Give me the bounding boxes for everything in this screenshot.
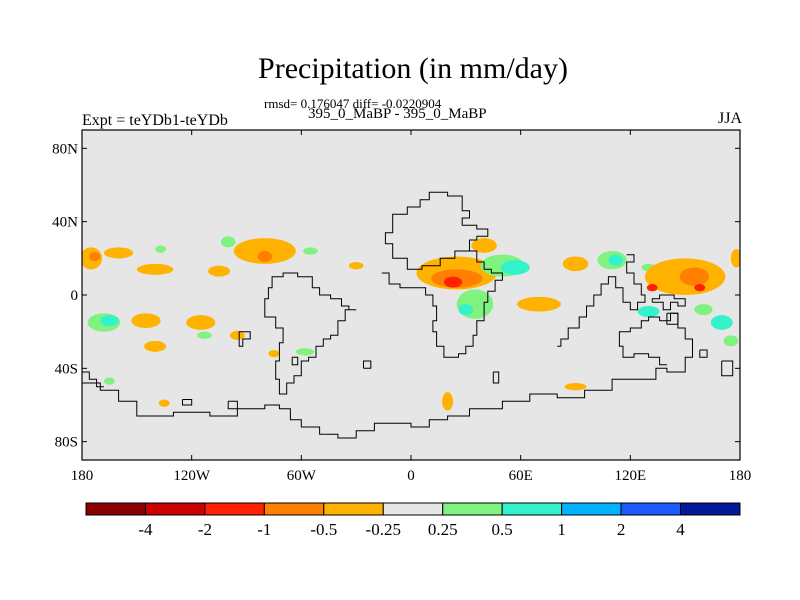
y-tick-label: 80S bbox=[55, 435, 78, 451]
colorbar-label: -2 bbox=[198, 520, 212, 539]
anomaly-patch bbox=[710, 315, 733, 330]
anomaly-patch bbox=[608, 254, 624, 266]
colorbar-label: -4 bbox=[138, 520, 153, 539]
colorbar-swatch bbox=[144, 502, 206, 516]
colorbar-label: 4 bbox=[676, 520, 685, 539]
anomaly-patch bbox=[257, 251, 273, 262]
coastline bbox=[618, 312, 693, 380]
colorbar-label: 0.25 bbox=[428, 520, 458, 539]
anomaly-patch bbox=[694, 284, 706, 292]
anomaly-patch bbox=[230, 330, 245, 340]
axis-ticks: 180 120W 60W 0 60E 120E 180 80N 40N 0 40S 80S bbox=[52, 130, 751, 484]
colorbar-swatch bbox=[323, 502, 384, 516]
coastline bbox=[82, 371, 104, 388]
anomaly-patch bbox=[730, 249, 740, 268]
coastline bbox=[699, 349, 708, 358]
anomaly-patch bbox=[500, 260, 530, 275]
anomaly-patch bbox=[694, 304, 713, 316]
x-tick-label: 0 bbox=[407, 468, 415, 484]
anomaly-patch bbox=[562, 256, 589, 272]
season-label: JJA bbox=[717, 110, 742, 127]
colorbar-label: -0.5 bbox=[310, 520, 337, 539]
colorbar-label: -1 bbox=[257, 520, 271, 539]
y-tick-label: 80N bbox=[52, 141, 78, 157]
anomaly-patch bbox=[723, 335, 739, 347]
coastline bbox=[264, 272, 357, 395]
y-tick-label: 0 bbox=[71, 288, 79, 304]
anomaly-patch bbox=[268, 350, 280, 358]
anomaly-patch bbox=[442, 392, 454, 411]
colorbar-swatch bbox=[263, 502, 325, 516]
chart-subtitle: rmsd= 0.176047 diff= -0.0220904 bbox=[264, 96, 442, 111]
x-tick-label: 180 bbox=[71, 468, 94, 484]
coastline bbox=[384, 191, 489, 270]
anomaly-patch bbox=[295, 348, 315, 356]
x-tick-label: 180 bbox=[729, 468, 752, 484]
coastline bbox=[651, 294, 686, 311]
colorbar-swatch bbox=[442, 502, 503, 516]
anomaly-patch bbox=[155, 245, 167, 253]
coastline bbox=[492, 371, 500, 384]
colorbar-swatch bbox=[620, 502, 682, 516]
colorbar-label: 2 bbox=[617, 520, 626, 539]
coastline bbox=[557, 254, 646, 347]
colorbar-swatch bbox=[501, 502, 563, 516]
colorbar-label: 1 bbox=[557, 520, 566, 539]
anomaly-patch bbox=[131, 313, 161, 328]
x-tick-label: 120E bbox=[614, 468, 646, 484]
coastline bbox=[363, 360, 372, 369]
plot-name: 395_0_MaBP - 395_0_MaBP bbox=[308, 106, 487, 122]
coastline bbox=[381, 250, 503, 358]
anomaly-layer bbox=[82, 236, 740, 411]
coastline bbox=[182, 399, 193, 406]
anomaly-patch bbox=[679, 267, 709, 286]
anomaly-patch bbox=[458, 304, 474, 316]
continent-outlines bbox=[82, 191, 734, 439]
x-tick-label: 60W bbox=[287, 468, 317, 484]
anomaly-patch bbox=[89, 251, 101, 262]
colorbar-swatch bbox=[85, 502, 146, 516]
anomaly-patch bbox=[136, 263, 174, 275]
colorbar-swatch bbox=[382, 502, 444, 516]
colorbar-swatch bbox=[680, 502, 741, 516]
anomaly-patch bbox=[197, 331, 212, 340]
coastline bbox=[227, 400, 238, 410]
anomaly-patch bbox=[220, 236, 236, 248]
anomaly-patch bbox=[186, 315, 216, 330]
x-tick-label: 120W bbox=[173, 468, 211, 484]
x-tick-label: 60E bbox=[509, 468, 533, 484]
anomaly-patch bbox=[646, 284, 658, 292]
coastline bbox=[291, 356, 299, 366]
anomaly-patch bbox=[303, 247, 318, 255]
colorbar-label: -0.25 bbox=[366, 520, 401, 539]
y-tick-label: 40S bbox=[55, 361, 78, 377]
colorbar: -4 -2 -1 -0.5 -0.25 0.25 0.5 1 2 4 bbox=[85, 502, 741, 539]
anomaly-patch bbox=[348, 262, 364, 270]
chart-title: Precipitation (in mm/day) bbox=[258, 52, 568, 85]
anomaly-patch bbox=[103, 247, 134, 259]
anomaly-patch bbox=[517, 296, 561, 312]
coastline bbox=[82, 378, 640, 439]
colorbar-label: 0.5 bbox=[492, 520, 513, 539]
anomaly-patch bbox=[103, 377, 115, 385]
colorbar-swatch bbox=[204, 502, 265, 516]
anomaly-patch bbox=[208, 265, 231, 277]
experiment-label: Expt = teYDb1-teYDb bbox=[82, 112, 228, 129]
colorbar-swatch bbox=[561, 502, 622, 516]
anomaly-patch bbox=[100, 315, 119, 327]
anomaly-patch bbox=[158, 399, 170, 407]
coastline bbox=[238, 331, 251, 347]
coastline bbox=[721, 360, 734, 377]
anomaly-patch bbox=[637, 306, 660, 317]
y-tick-label: 40N bbox=[52, 215, 78, 231]
anomaly-patch bbox=[471, 238, 497, 253]
anomaly-patch bbox=[443, 276, 463, 288]
coastline bbox=[666, 312, 679, 325]
anomaly-patch bbox=[144, 340, 167, 352]
anomaly-patch bbox=[564, 383, 587, 391]
